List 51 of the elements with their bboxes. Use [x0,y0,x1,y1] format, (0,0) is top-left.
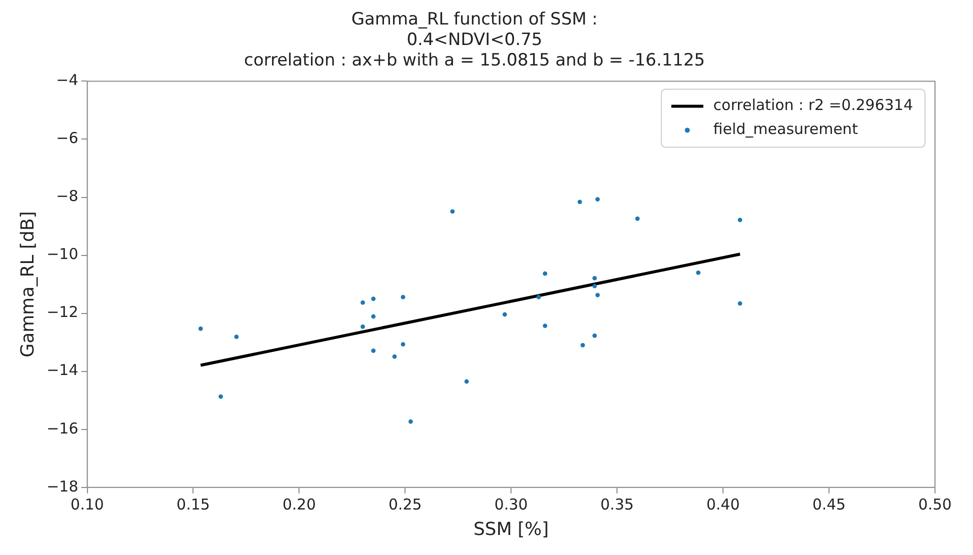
point [635,216,640,221]
x-tick-label: 0.35 [600,495,634,514]
point [542,271,548,276]
point [542,324,548,328]
point [371,314,376,319]
point [450,209,455,214]
x-tick-label: 0.50 [918,495,952,514]
point [400,294,406,300]
y-tick-label: −14 [46,361,78,380]
x-tick-label: 0.30 [494,495,528,514]
point [218,394,223,399]
point [464,379,469,384]
point [198,326,203,331]
point [580,343,585,348]
y-tick-label: −16 [46,419,78,438]
point [578,200,582,204]
point [536,294,541,300]
point [592,333,597,338]
point [360,300,365,305]
x-axis-title: SSM [%] [473,518,549,540]
x-tick-label: 0.25 [388,495,422,514]
point [592,284,597,288]
point [371,296,376,302]
x-tick-label: 0.15 [176,495,210,514]
y-tick-label: −12 [46,303,78,322]
point [595,292,600,298]
point [738,218,742,222]
y-tick-label: −8 [56,187,78,206]
point [400,342,406,347]
x-tick-label: 0.10 [70,495,104,514]
legend-label: field_measurement [713,120,858,138]
x-tick-label: 0.45 [812,495,846,514]
point [502,312,507,317]
point [592,276,597,280]
point [392,354,397,359]
point [738,301,742,306]
y-tick-label: −18 [46,477,78,496]
point [234,334,239,340]
point [371,348,376,353]
legend-label: correlation : r2 =0.296314 [713,96,914,114]
point [360,324,365,329]
x-tick-label: 0.20 [282,495,316,514]
y-tick-label: −4 [56,71,78,90]
y-tick-label: −10 [46,245,78,264]
y-axis-title: Gamma_RL [dB] [17,211,38,358]
y-tick-label: −6 [56,129,78,148]
point [595,197,600,202]
point [696,270,700,275]
chart-title: Gamma_RL function of SSM : 0.4<NDVI<0.75 correlation : ax+b with a = 15.0815 and b = -16.1125 [244,10,705,70]
point [408,419,413,424]
x-tick-label: 0.40 [706,495,740,514]
